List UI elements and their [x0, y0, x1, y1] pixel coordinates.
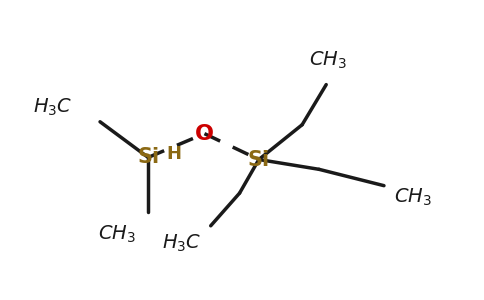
Text: O: O — [195, 124, 214, 144]
Text: $CH_3$: $CH_3$ — [393, 187, 431, 208]
Text: $H_3C$: $H_3C$ — [32, 96, 72, 118]
Text: Si: Si — [137, 147, 159, 167]
Text: $CH_3$: $CH_3$ — [309, 50, 347, 71]
Text: Si: Si — [248, 149, 270, 170]
Text: $H_3C$: $H_3C$ — [162, 233, 201, 254]
Text: H: H — [166, 146, 182, 164]
Text: $CH_3$: $CH_3$ — [98, 224, 136, 245]
